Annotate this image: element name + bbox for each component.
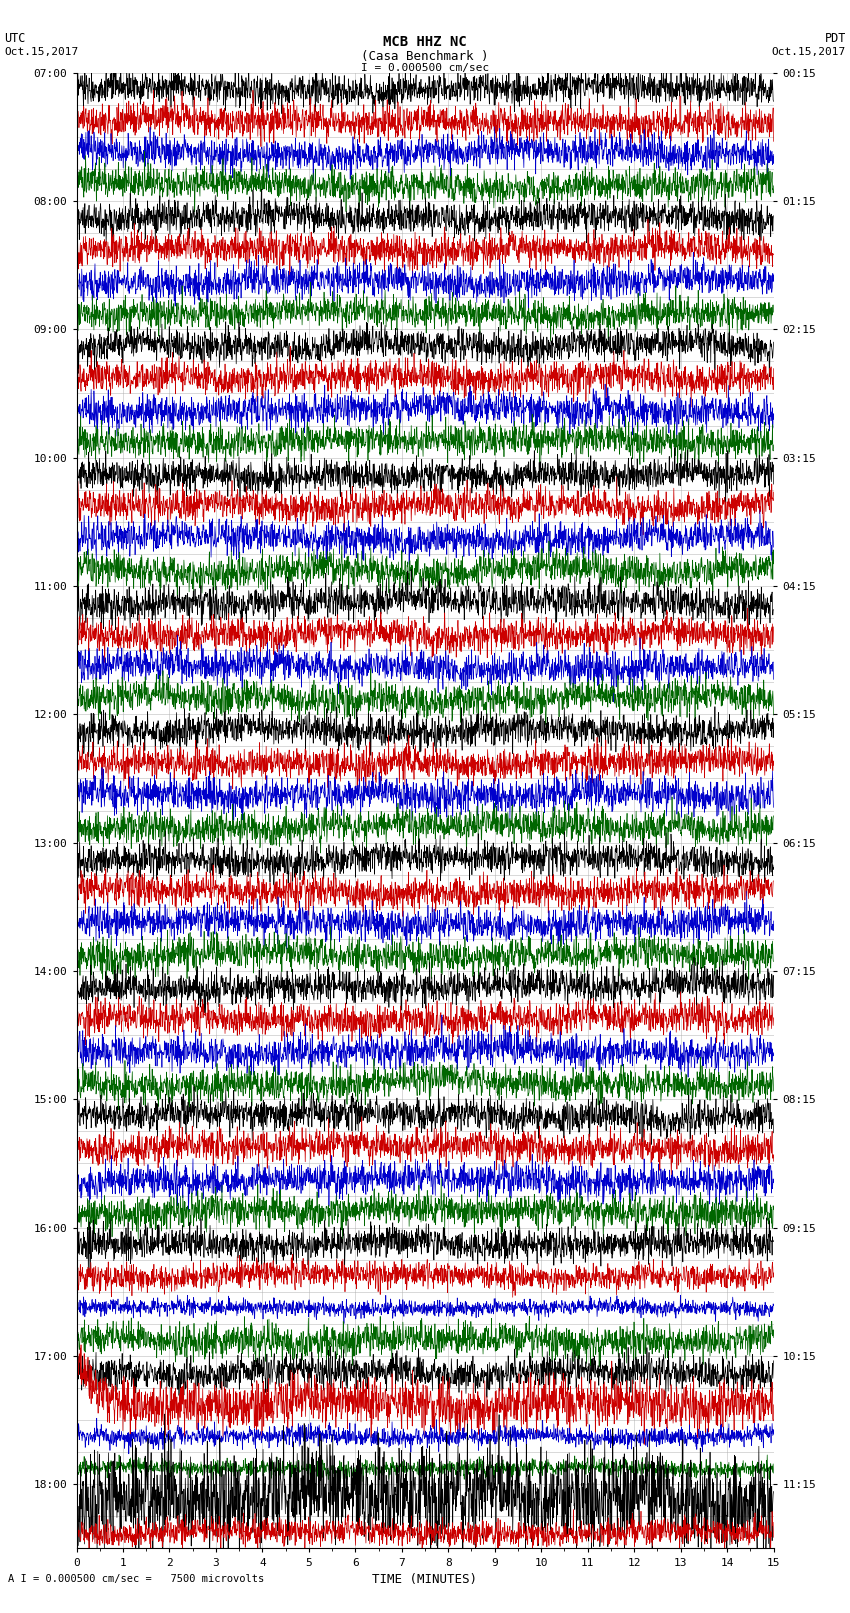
Text: UTC: UTC (4, 32, 26, 45)
Text: PDT: PDT (824, 32, 846, 45)
Text: Oct.15,2017: Oct.15,2017 (772, 47, 846, 56)
X-axis label: TIME (MINUTES): TIME (MINUTES) (372, 1573, 478, 1586)
Text: I = 0.000500 cm/sec: I = 0.000500 cm/sec (361, 63, 489, 73)
Text: (Casa Benchmark ): (Casa Benchmark ) (361, 50, 489, 63)
Text: A I = 0.000500 cm/sec =   7500 microvolts: A I = 0.000500 cm/sec = 7500 microvolts (8, 1574, 264, 1584)
Text: MCB HHZ NC: MCB HHZ NC (383, 35, 467, 50)
Text: Oct.15,2017: Oct.15,2017 (4, 47, 78, 56)
